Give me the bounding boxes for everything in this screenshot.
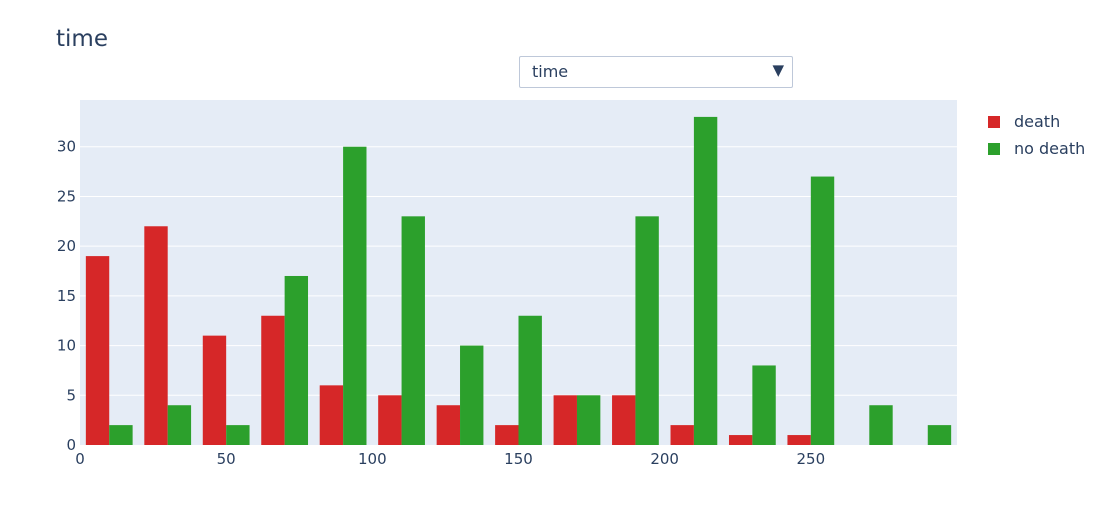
bar-no-death (226, 425, 250, 445)
y-tick-label: 0 (66, 436, 76, 454)
variable-dropdown[interactable]: time ▼ (519, 56, 793, 88)
bar-death (85, 256, 110, 445)
bar-no-death (810, 176, 835, 445)
dropdown-selected-value: time (532, 62, 569, 81)
bar-death (553, 395, 577, 445)
bar-no-death (576, 395, 601, 445)
legend-item-death[interactable]: death (988, 108, 1085, 135)
bar-death (319, 385, 344, 445)
bar-no-death (869, 405, 893, 445)
bar-no-death (284, 275, 309, 445)
bar-death (202, 335, 227, 445)
legend-swatch-no-death (988, 142, 1000, 155)
bar-death (612, 395, 636, 445)
y-tick-label: 10 (57, 337, 76, 355)
bar-no-death (752, 365, 776, 445)
y-tick-label: 30 (57, 138, 76, 156)
bar-no-death (693, 116, 718, 446)
bar-no-death (460, 345, 484, 445)
legend-label-death: death (1014, 112, 1061, 131)
bar-death (787, 435, 811, 445)
bar-death (670, 425, 694, 445)
x-axis-ticks: 0 50 100 150 200 250 (75, 450, 825, 468)
x-tick-label: 100 (358, 450, 387, 468)
bar-no-death (343, 146, 367, 445)
bar-death (144, 226, 168, 445)
x-tick-label: 200 (650, 450, 679, 468)
legend-swatch-death (988, 115, 1000, 128)
y-tick-label: 15 (57, 287, 76, 305)
bar-no-death (401, 216, 425, 445)
bar-death (436, 405, 461, 445)
bar-death (378, 395, 402, 445)
legend-label-no-death: no death (1014, 139, 1086, 158)
chart-title: time (56, 26, 108, 52)
bar-no-death (167, 405, 192, 445)
bar-no-death (635, 216, 659, 445)
legend: death no death (988, 108, 1085, 162)
y-tick-label: 5 (66, 386, 76, 404)
bars (85, 116, 952, 446)
bar-death (495, 425, 519, 445)
bar-death (728, 435, 753, 445)
legend-item-no-death[interactable]: no death (988, 135, 1085, 162)
y-tick-label: 25 (57, 187, 76, 205)
triangle-down-icon: ▼ (772, 61, 784, 79)
y-axis-ticks: 0 5 10 15 20 25 30 (57, 138, 76, 454)
x-tick-label: 250 (797, 450, 826, 468)
x-tick-label: 50 (217, 450, 236, 468)
bar-no-death (518, 315, 542, 445)
x-tick-label: 0 (75, 450, 85, 468)
x-tick-label: 150 (504, 450, 533, 468)
bar-no-death (109, 425, 133, 445)
y-tick-label: 20 (57, 237, 76, 255)
bar-no-death (927, 425, 952, 445)
bar-death (261, 315, 285, 445)
